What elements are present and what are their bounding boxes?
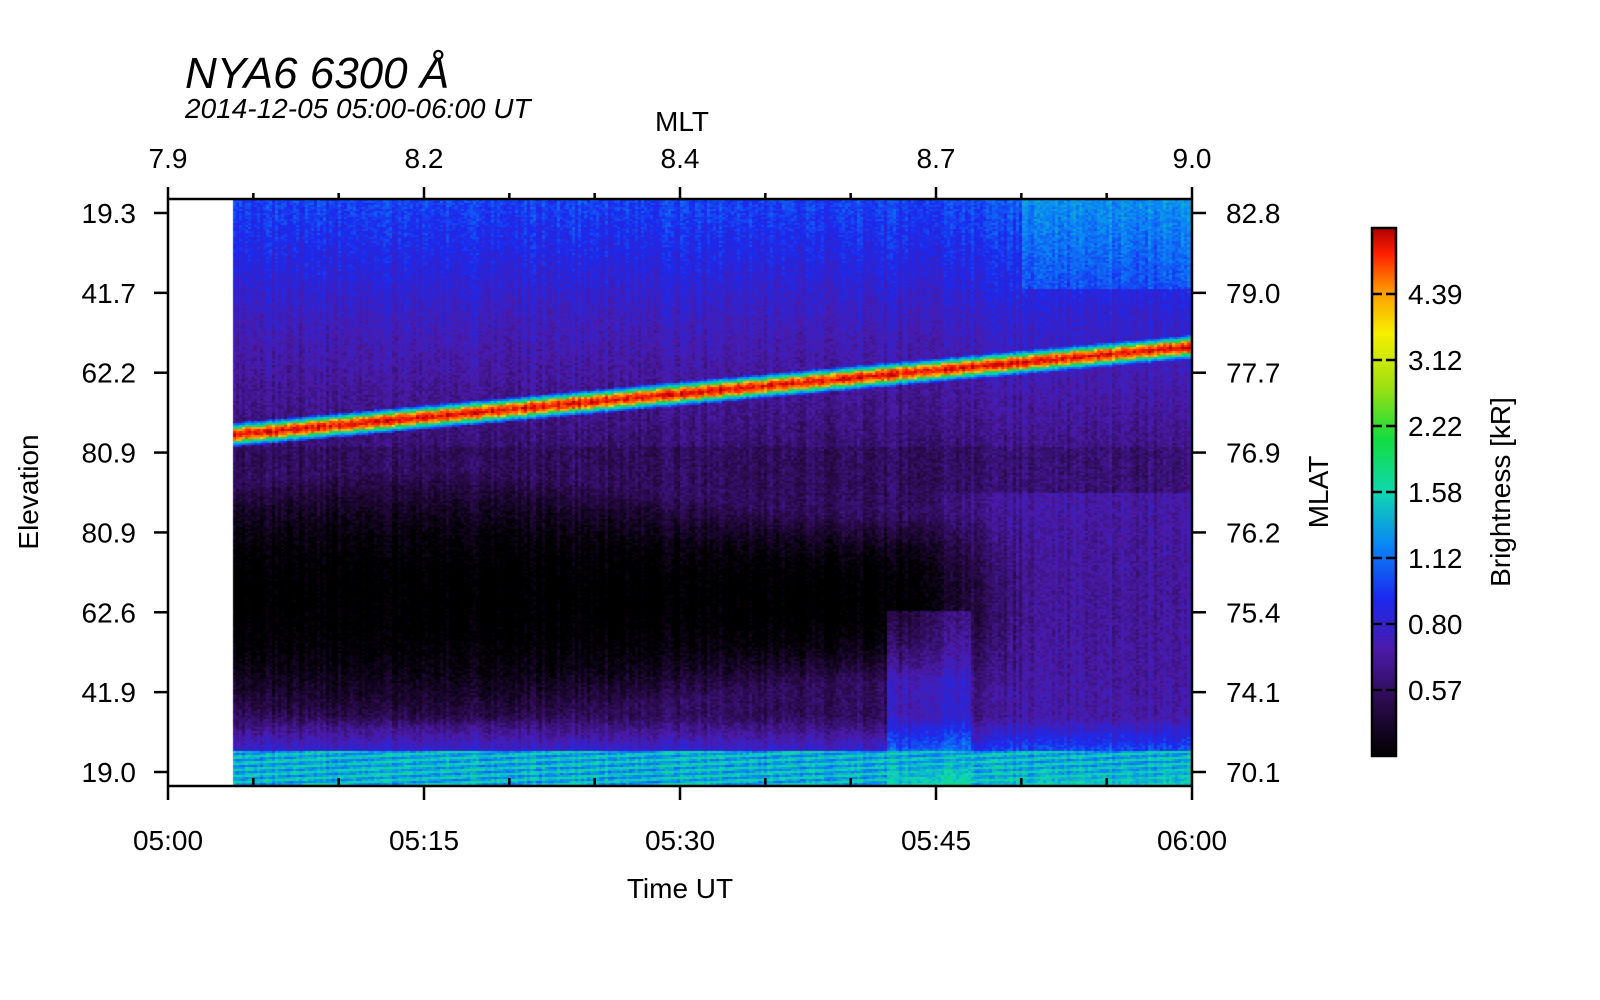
colorbar-tick-label: 4.39 xyxy=(1408,279,1463,310)
elevation-tick-label: 19.0 xyxy=(82,757,137,788)
mlt-tick-label: 9.0 xyxy=(1173,143,1212,174)
chart-subtitle: 2014-12-05 05:00-06:00 UT xyxy=(184,93,532,124)
elevation-tick-label: 19.3 xyxy=(82,198,137,229)
mlat-tick-label: 79.0 xyxy=(1226,278,1281,309)
elevation-tick-label: 62.6 xyxy=(82,597,137,628)
colorbar-tick-label: 0.57 xyxy=(1408,675,1463,706)
mlat-tick-label: 76.9 xyxy=(1226,438,1281,469)
left-axis-title: Elevation xyxy=(13,434,44,549)
x-tick-label: 05:00 xyxy=(133,825,203,856)
mlat-tick-label: 75.4 xyxy=(1226,597,1281,628)
mlt-tick-label: 7.9 xyxy=(149,143,188,174)
elevation-tick-label: 62.2 xyxy=(82,358,137,389)
x-axis-title: Time UT xyxy=(627,873,733,904)
plot-area xyxy=(166,197,1194,788)
mlat-tick-label: 74.1 xyxy=(1226,677,1281,708)
mlat-tick-label: 70.1 xyxy=(1226,757,1281,788)
mlat-tick-label: 76.2 xyxy=(1226,517,1281,548)
elevation-tick-label: 80.9 xyxy=(82,438,137,469)
x-tick-label: 05:15 xyxy=(389,825,459,856)
colorbar-tick-label: 1.58 xyxy=(1408,477,1463,508)
chart-title: NYA6 6300 Å xyxy=(185,49,449,98)
mlt-tick-label: 8.2 xyxy=(405,143,444,174)
heatmap-image xyxy=(168,199,1192,786)
x-tick-label: 05:30 xyxy=(645,825,715,856)
mlt-tick-label: 8.7 xyxy=(917,143,956,174)
elevation-tick-label: 80.9 xyxy=(82,517,137,548)
colorbar-tick-label: 1.12 xyxy=(1408,543,1463,574)
x-tick-label: 06:00 xyxy=(1157,825,1227,856)
mlt-tick-label: 8.4 xyxy=(661,143,700,174)
colorbar-tick-label: 2.22 xyxy=(1408,411,1463,442)
top-axis-title: MLT xyxy=(655,106,709,137)
axis-ticks xyxy=(154,187,1206,800)
colorbar-label: Brightness [kR] xyxy=(1485,397,1516,587)
mlat-tick-label: 82.8 xyxy=(1226,198,1281,229)
elevation-tick-label: 41.9 xyxy=(82,677,137,708)
mlat-tick-label: 77.7 xyxy=(1226,358,1281,389)
colorbar-tick-label: 3.12 xyxy=(1408,345,1463,376)
right-axis-title: MLAT xyxy=(1303,456,1334,529)
x-tick-label: 05:45 xyxy=(901,825,971,856)
elevation-tick-label: 41.7 xyxy=(82,278,137,309)
colorbar-tick-label: 0.80 xyxy=(1408,609,1463,640)
